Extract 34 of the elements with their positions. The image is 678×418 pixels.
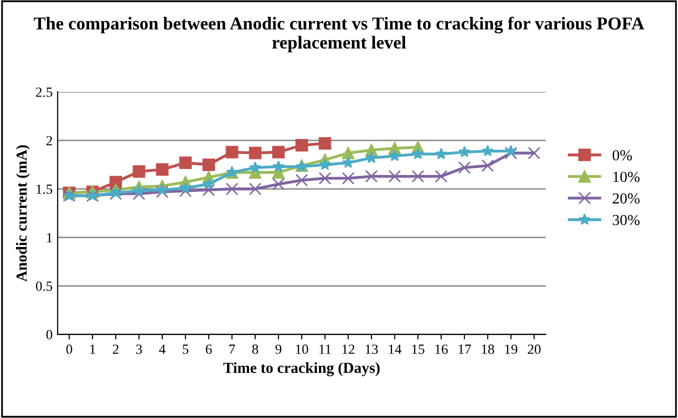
x-tick-label: 20 [528,344,541,354]
x-tick-label: 19 [505,344,518,354]
x-tick-label: 7 [229,344,236,354]
x-tick-label: 16 [435,344,448,354]
x-tick-label: 17 [458,344,471,354]
x-tick-label: 8 [252,344,258,354]
x-tick-label: 6 [206,344,212,354]
y-tick-label: 0 [46,330,52,340]
x-tick-label: 4 [159,344,166,354]
x-tick-label: 3 [136,344,142,354]
x-tick-label: 0 [66,344,72,354]
y-tick-label: 1.5 [36,184,52,194]
legend-label: 30% [612,214,640,226]
x-tick-label: 18 [482,344,494,354]
chart-title: The comparison between Anodic current vs Time to cracking for various POFA replacement level [34,16,644,52]
x-tick-label: 11 [319,344,331,354]
x-tick-label: 14 [388,344,402,354]
legend-label: 20% [612,193,640,204]
x-tick-label: 9 [275,344,282,354]
y-axis-title: Anodic current (mA) [16,145,30,282]
x-tick-label: 5 [182,344,188,354]
x-tick-label: 2 [112,344,118,354]
x-axis-title: Time to cracking (Days) [223,362,380,376]
x-tick-label: 12 [342,344,354,354]
legend-label: 0% [612,150,632,160]
x-tick-label: 1 [90,344,96,354]
y-tick-label: 0.5 [36,281,52,291]
x-tick-label: 15 [412,344,424,354]
x-tick-label: 10 [296,344,308,354]
y-tick-label: 1 [47,233,52,242]
x-tick-label: 13 [366,344,378,354]
y-tick-label: 2.5 [36,88,52,97]
legend-label: 10% [613,172,640,182]
y-tick-label: 2 [46,136,52,146]
